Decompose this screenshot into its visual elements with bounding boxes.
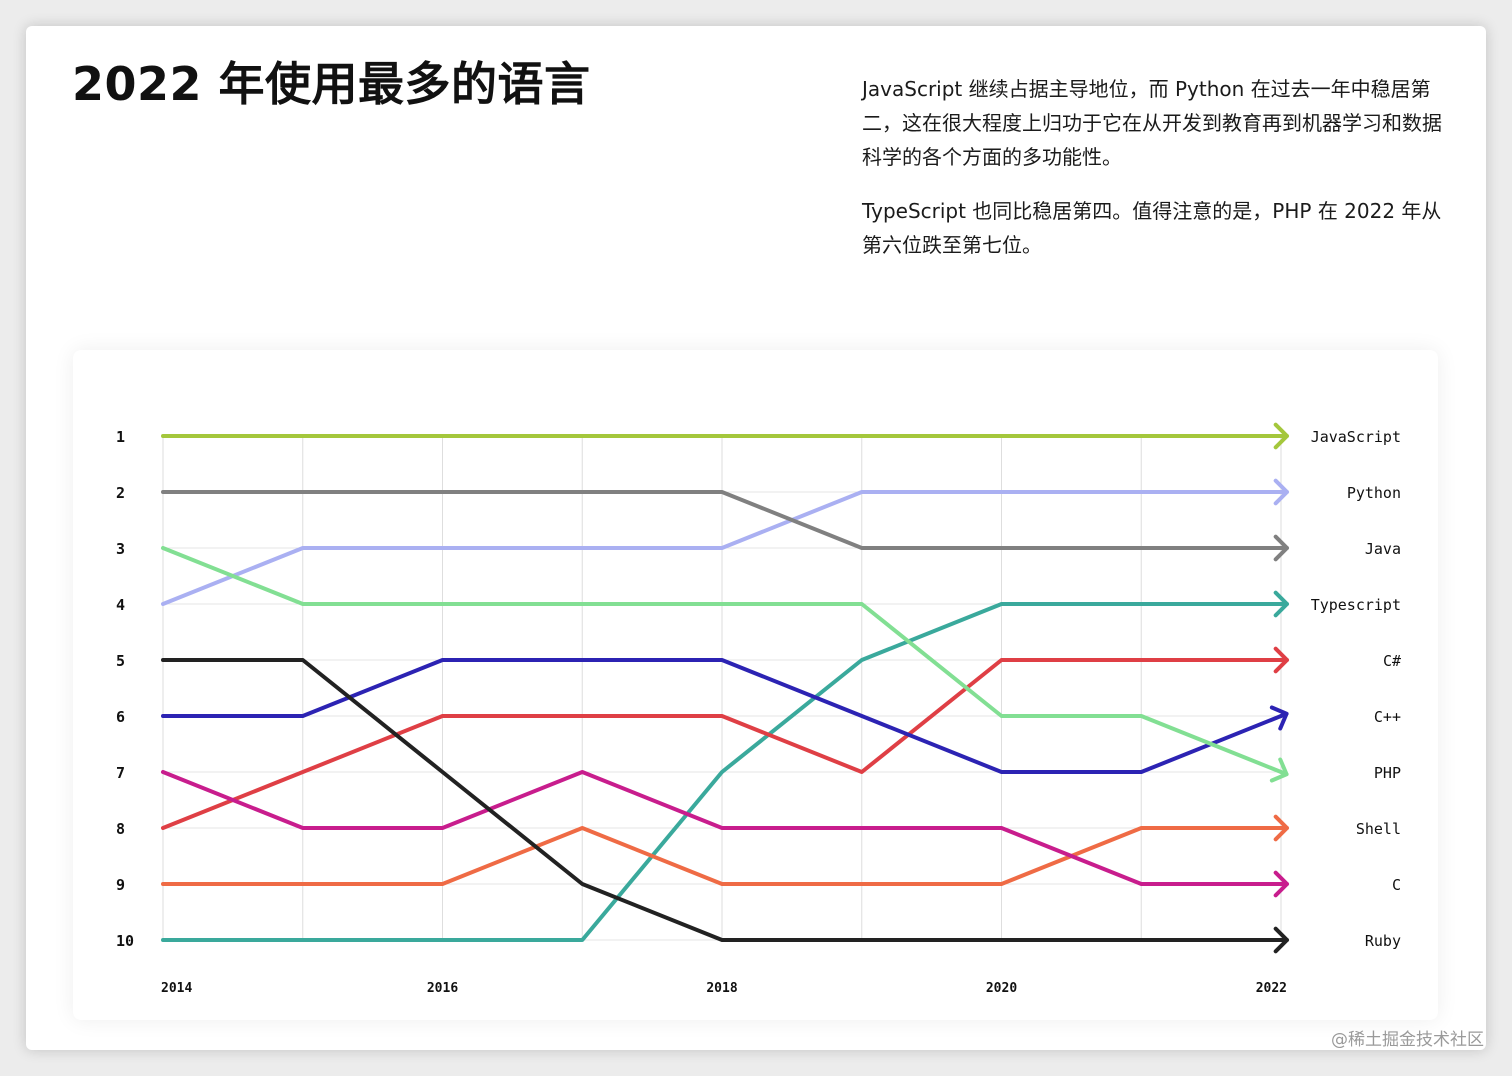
description-paragraph-1: JavaScript 继续占据主导地位，而 Python 在过去一年中稳居第二，…: [862, 77, 1442, 169]
y-tick-label: 3: [116, 540, 125, 558]
y-tick-label: 6: [116, 708, 125, 726]
chart-card: 1 2 3 4 5 6 7 8 9 10 2014 2016 2018 2020 2022 JavaScr…: [73, 350, 1438, 1020]
x-tick-label: 2018: [706, 981, 737, 996]
bump-chart: 1 2 3 4 5 6 7 8 9 10 2014 2016 2018 2020 2022 JavaScr…: [116, 422, 1401, 996]
y-tick-label: 9: [116, 876, 125, 894]
series-label: Typescript: [1311, 596, 1401, 614]
chart-grid: [162, 435, 1282, 941]
arrowhead: [1273, 646, 1289, 674]
arrowhead: [1269, 705, 1289, 731]
series-line-typescript: [161, 602, 1283, 942]
chart-series-lines: [161, 422, 1289, 954]
x-tick-label: 2020: [986, 981, 1017, 996]
arrowhead: [1273, 926, 1289, 954]
page-title: 2022 年使用最多的语言: [72, 57, 591, 111]
y-tick-label: 5: [116, 652, 125, 670]
series-label: C: [1392, 876, 1401, 894]
x-axis-tick-labels: 2014 2016 2018 2020 2022: [161, 981, 1287, 996]
series-label: Ruby: [1365, 932, 1401, 950]
arrowhead: [1273, 590, 1289, 618]
description-paragraph-2: TypeScript 也同比稳居第四。值得注意的是，PHP 在 2022 年从第…: [862, 199, 1442, 257]
series-label: C++: [1374, 708, 1401, 726]
y-tick-label: 4: [116, 596, 125, 614]
y-tick-label: 7: [116, 764, 125, 782]
arrowhead: [1273, 814, 1289, 842]
series-line-python: [161, 490, 1283, 606]
y-axis-tick-labels: 1 2 3 4 5 6 7 8 9 10: [116, 428, 134, 950]
series-label: Python: [1347, 484, 1401, 502]
series-line-java: [161, 490, 1283, 550]
arrowhead: [1273, 422, 1289, 450]
arrowhead: [1273, 870, 1289, 898]
series-label: JavaScript: [1311, 428, 1401, 446]
arrowhead: [1273, 478, 1289, 506]
series-line-shell: [161, 826, 1283, 886]
series-line-ruby: [161, 658, 1283, 942]
series-label: Java: [1365, 540, 1401, 558]
y-tick-label: 1: [116, 428, 125, 446]
arrowhead: [1273, 534, 1289, 562]
series-label: C#: [1383, 652, 1401, 670]
y-tick-label: 10: [116, 932, 134, 950]
series-line-c-: [161, 658, 1283, 830]
series-label: Shell: [1356, 820, 1401, 838]
series-label: PHP: [1374, 764, 1401, 782]
description: JavaScript 继续占据主导地位，而 Python 在过去一年中稳居第二，…: [862, 72, 1452, 282]
x-tick-label: 2016: [427, 981, 458, 996]
series-line-c: [161, 770, 1283, 886]
x-tick-label: 2022: [1256, 981, 1287, 996]
y-tick-label: 2: [116, 484, 125, 502]
series-labels: JavaScript Python Java Typescript C# C++ PHP Sh…: [1311, 428, 1401, 950]
watermark: @稀土掘金技术社区: [1331, 1030, 1484, 1050]
y-tick-label: 8: [116, 820, 125, 838]
arrowhead: [1269, 757, 1289, 783]
series-line-php: [161, 546, 1283, 774]
x-tick-label: 2014: [161, 981, 192, 996]
